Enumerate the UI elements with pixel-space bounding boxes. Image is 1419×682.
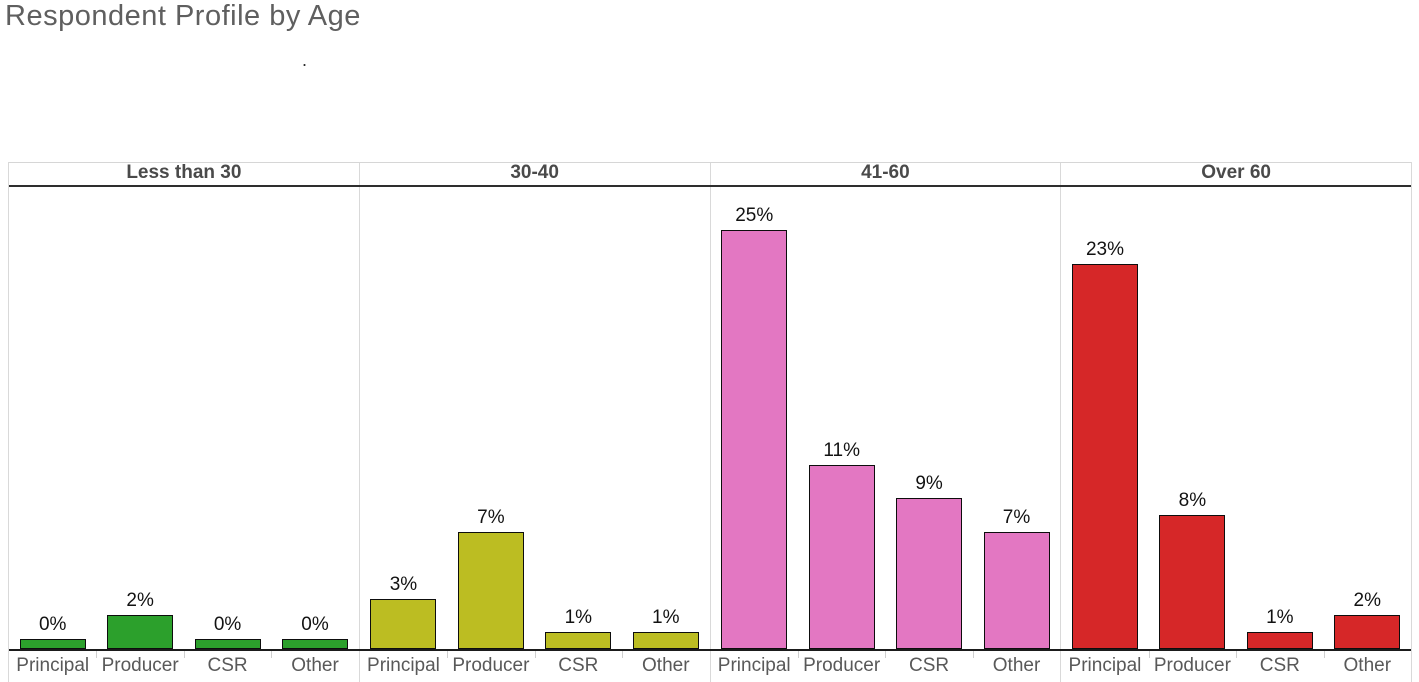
- bar-over-60-principal: [1071, 264, 1138, 649]
- bar-value-label-41-60-csr: 9%: [915, 473, 943, 494]
- bar-slot-30-40-other: 1%: [622, 607, 709, 649]
- bar-less-than-30-producer: [107, 615, 174, 649]
- bar-slot-over-60-csr: 1%: [1236, 607, 1323, 649]
- category-label-less-than-30-other: Other: [271, 651, 358, 682]
- grouped-bar-chart: Less than 30 30-40 41-60 Over 60 0% 2% 0% 0% 3%…: [8, 162, 1412, 682]
- bar-slot-less-than-30-csr: 0%: [184, 614, 271, 649]
- bar-over-60-csr: [1246, 632, 1313, 649]
- panel-category-labels-over-60: Principal Producer CSR Other: [1060, 651, 1411, 682]
- bar-slot-41-60-csr: 9%: [885, 473, 972, 649]
- bar-slot-less-than-30-producer: 2%: [96, 590, 183, 649]
- category-label-41-60-producer: Producer: [797, 651, 885, 682]
- panel-header-over-60: Over 60: [1060, 163, 1411, 185]
- category-label-over-60-other: Other: [1323, 651, 1411, 682]
- bar-41-60-producer: [808, 465, 875, 649]
- bar-slot-30-40-principal: 3%: [360, 574, 447, 649]
- bar-value-label-30-40-csr: 1%: [564, 607, 593, 628]
- bar-value-label-41-60-other: 7%: [1002, 507, 1031, 528]
- category-label-41-60-other: Other: [972, 651, 1060, 682]
- category-label-30-40-producer: Producer: [447, 651, 534, 682]
- bar-value-label-less-than-30-producer: 2%: [126, 590, 154, 611]
- panel-header-less-than-30: Less than 30: [126, 162, 242, 183]
- category-label-41-60-principal: Principal: [717, 655, 791, 676]
- bar-slot-30-40-csr: 1%: [535, 607, 622, 649]
- bar-value-label-less-than-30-principal: 0%: [38, 614, 67, 635]
- panel-category-labels-41-60: Principal Producer CSR Other: [709, 651, 1061, 682]
- bar-slot-less-than-30-other: 0%: [271, 614, 358, 649]
- category-label-30-40-csr: CSR: [534, 651, 622, 682]
- bar-value-label-over-60-other: 2%: [1353, 590, 1382, 611]
- bar-less-than-30-csr: [194, 639, 261, 649]
- bar-value-label-less-than-30-other: 0%: [301, 614, 329, 635]
- bar-slot-41-60-principal: 25%: [711, 205, 798, 649]
- category-label-less-than-30-csr: CSR: [183, 651, 271, 682]
- panel-header-row: Less than 30 30-40 41-60 Over 60: [9, 162, 1411, 187]
- bar-slot-over-60-principal: 23%: [1061, 239, 1148, 649]
- bar-slot-41-60-producer: 11%: [798, 440, 885, 649]
- category-label-over-60-csr: CSR: [1236, 651, 1323, 682]
- category-label-over-60-producer: Producer: [1148, 651, 1236, 682]
- panel-header-30-40: 30-40: [358, 163, 710, 185]
- category-label-30-40-other: Other: [622, 651, 709, 682]
- bar-value-label-over-60-principal: 23%: [1085, 239, 1124, 260]
- bar-30-40-other: [632, 632, 699, 649]
- category-label-row: Principal Producer CSR Other Principal Produc…: [9, 651, 1411, 682]
- bar-less-than-30-principal: [19, 639, 86, 649]
- bar-slot-41-60-other: 7%: [973, 507, 1060, 649]
- category-label-30-40-principal: Principal: [367, 655, 440, 676]
- bar-value-label-less-than-30-csr: 0%: [213, 614, 242, 635]
- bar-30-40-principal: [370, 599, 437, 649]
- bar-value-label-over-60-csr: 1%: [1266, 607, 1294, 628]
- bar-slot-over-60-other: 2%: [1324, 590, 1411, 649]
- bar-slot-less-than-30-principal: 0%: [9, 614, 96, 649]
- bar-41-60-principal: [721, 230, 788, 649]
- bar-value-label-41-60-principal: 25%: [735, 205, 774, 226]
- panel-header-41-60: 41-60: [709, 163, 1061, 185]
- category-label-less-than-30-principal: Principal: [16, 655, 90, 676]
- bar-less-than-30-other: [282, 639, 349, 649]
- category-label-41-60-csr: CSR: [885, 651, 972, 682]
- panel-plot-30-40: 3% 7% 1% 1%: [358, 187, 710, 649]
- bar-value-label-30-40-principal: 3%: [389, 574, 418, 595]
- bar-slot-30-40-producer: 7%: [447, 507, 534, 649]
- bar-over-60-other: [1334, 615, 1401, 649]
- bar-41-60-other: [983, 532, 1050, 649]
- panel-category-labels-30-40: Principal Producer CSR Other: [358, 651, 710, 682]
- bar-value-label-41-60-producer: 11%: [823, 440, 860, 461]
- panel-plot-41-60: 25% 11% 9% 7%: [709, 187, 1061, 649]
- panel-category-labels-less-than-30: Principal Producer CSR Other: [9, 651, 359, 682]
- category-label-over-60-principal: Principal: [1068, 655, 1142, 676]
- bar-value-label-30-40-producer: 7%: [477, 507, 505, 528]
- bar-41-60-csr: [896, 498, 963, 649]
- category-label-less-than-30-producer: Producer: [96, 651, 183, 682]
- bar-over-60-producer: [1159, 515, 1226, 649]
- stray-dot: .: [302, 50, 308, 70]
- chart-title: Respondent Profile by Age: [5, 0, 361, 32]
- plot-area: 0% 2% 0% 0% 3% 7% 1% 1% 25% 11% 9% 7% 23% 8% 1% 2%: [9, 187, 1411, 651]
- bar-value-label-30-40-other: 1%: [652, 607, 680, 628]
- bar-30-40-csr: [545, 632, 612, 649]
- bar-slot-over-60-producer: 8%: [1149, 490, 1236, 649]
- panel-plot-over-60: 23% 8% 1% 2%: [1060, 187, 1411, 649]
- panel-plot-less-than-30: 0% 2% 0% 0%: [9, 187, 359, 649]
- bar-value-label-over-60-producer: 8%: [1178, 490, 1207, 511]
- bar-30-40-producer: [457, 532, 524, 649]
